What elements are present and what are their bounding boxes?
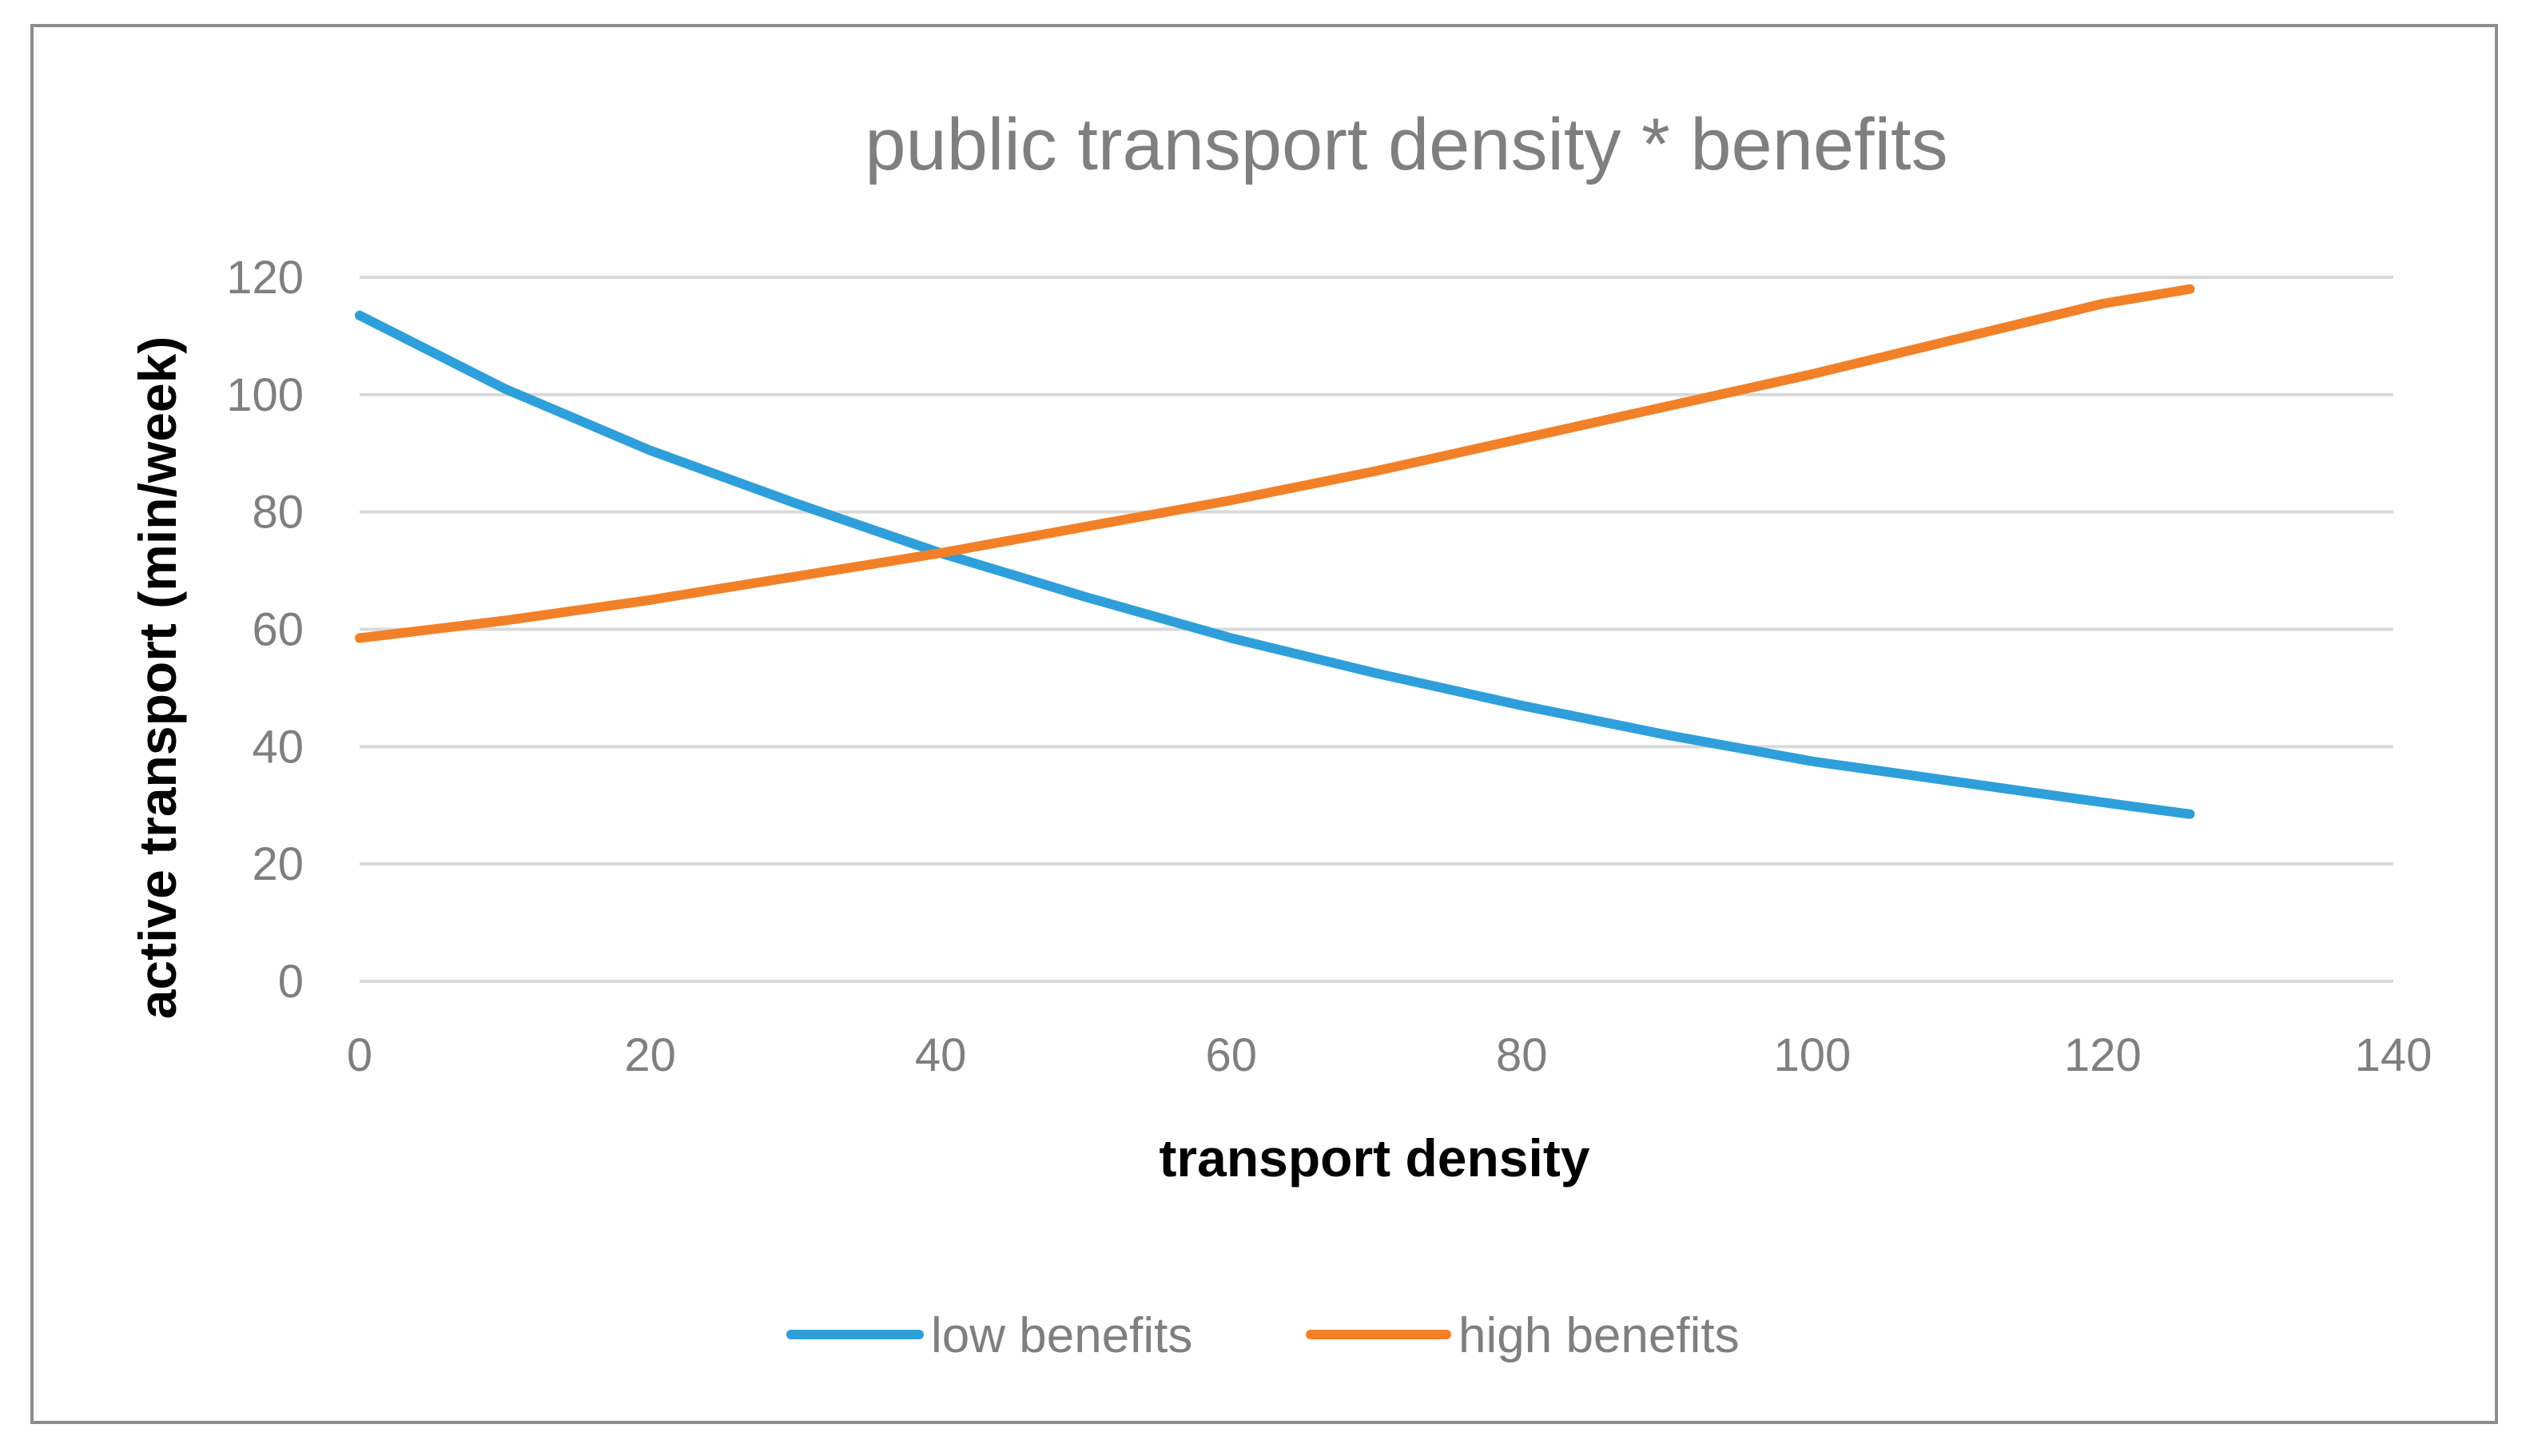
x-axis-label: transport density: [1159, 1128, 1589, 1187]
x-tick-label: 40: [915, 1029, 967, 1081]
chart-title: public transport density * benefits: [865, 104, 1947, 185]
series-line-low-benefits: [355, 310, 2195, 819]
grid-lines: [360, 276, 2393, 983]
y-tick-label: 0: [278, 956, 304, 1008]
y-axis-label: active transport (min/week): [128, 336, 187, 1020]
y-tick-label: 120: [226, 252, 304, 304]
x-tick-label: 140: [2355, 1029, 2433, 1081]
y-tick-label: 60: [252, 604, 304, 656]
x-axis-ticks: 0 20 40 60 80 100 120 140: [347, 1029, 2433, 1081]
legend: low benefits high benefits: [786, 1308, 1740, 1363]
x-tick-label: 20: [624, 1029, 676, 1081]
y-tick-label: 80: [252, 487, 304, 539]
legend-label-low-benefits: low benefits: [931, 1308, 1192, 1363]
series-line-high-benefits: [355, 284, 2195, 643]
y-tick-label: 40: [252, 721, 304, 773]
x-tick-label: 100: [1773, 1029, 1851, 1081]
y-tick-label: 20: [252, 838, 304, 890]
x-tick-label: 80: [1496, 1029, 1548, 1081]
y-tick-label: 100: [226, 369, 304, 421]
series-lines: [355, 284, 2195, 819]
x-tick-label: 60: [1205, 1029, 1257, 1081]
x-tick-label: 120: [2064, 1029, 2142, 1081]
x-tick-label: 0: [347, 1029, 372, 1081]
legend-label-high-benefits: high benefits: [1458, 1308, 1740, 1363]
chart-frame: [30, 24, 2498, 1424]
y-axis-ticks: 0 20 40 60 80 100 120: [226, 252, 304, 1008]
